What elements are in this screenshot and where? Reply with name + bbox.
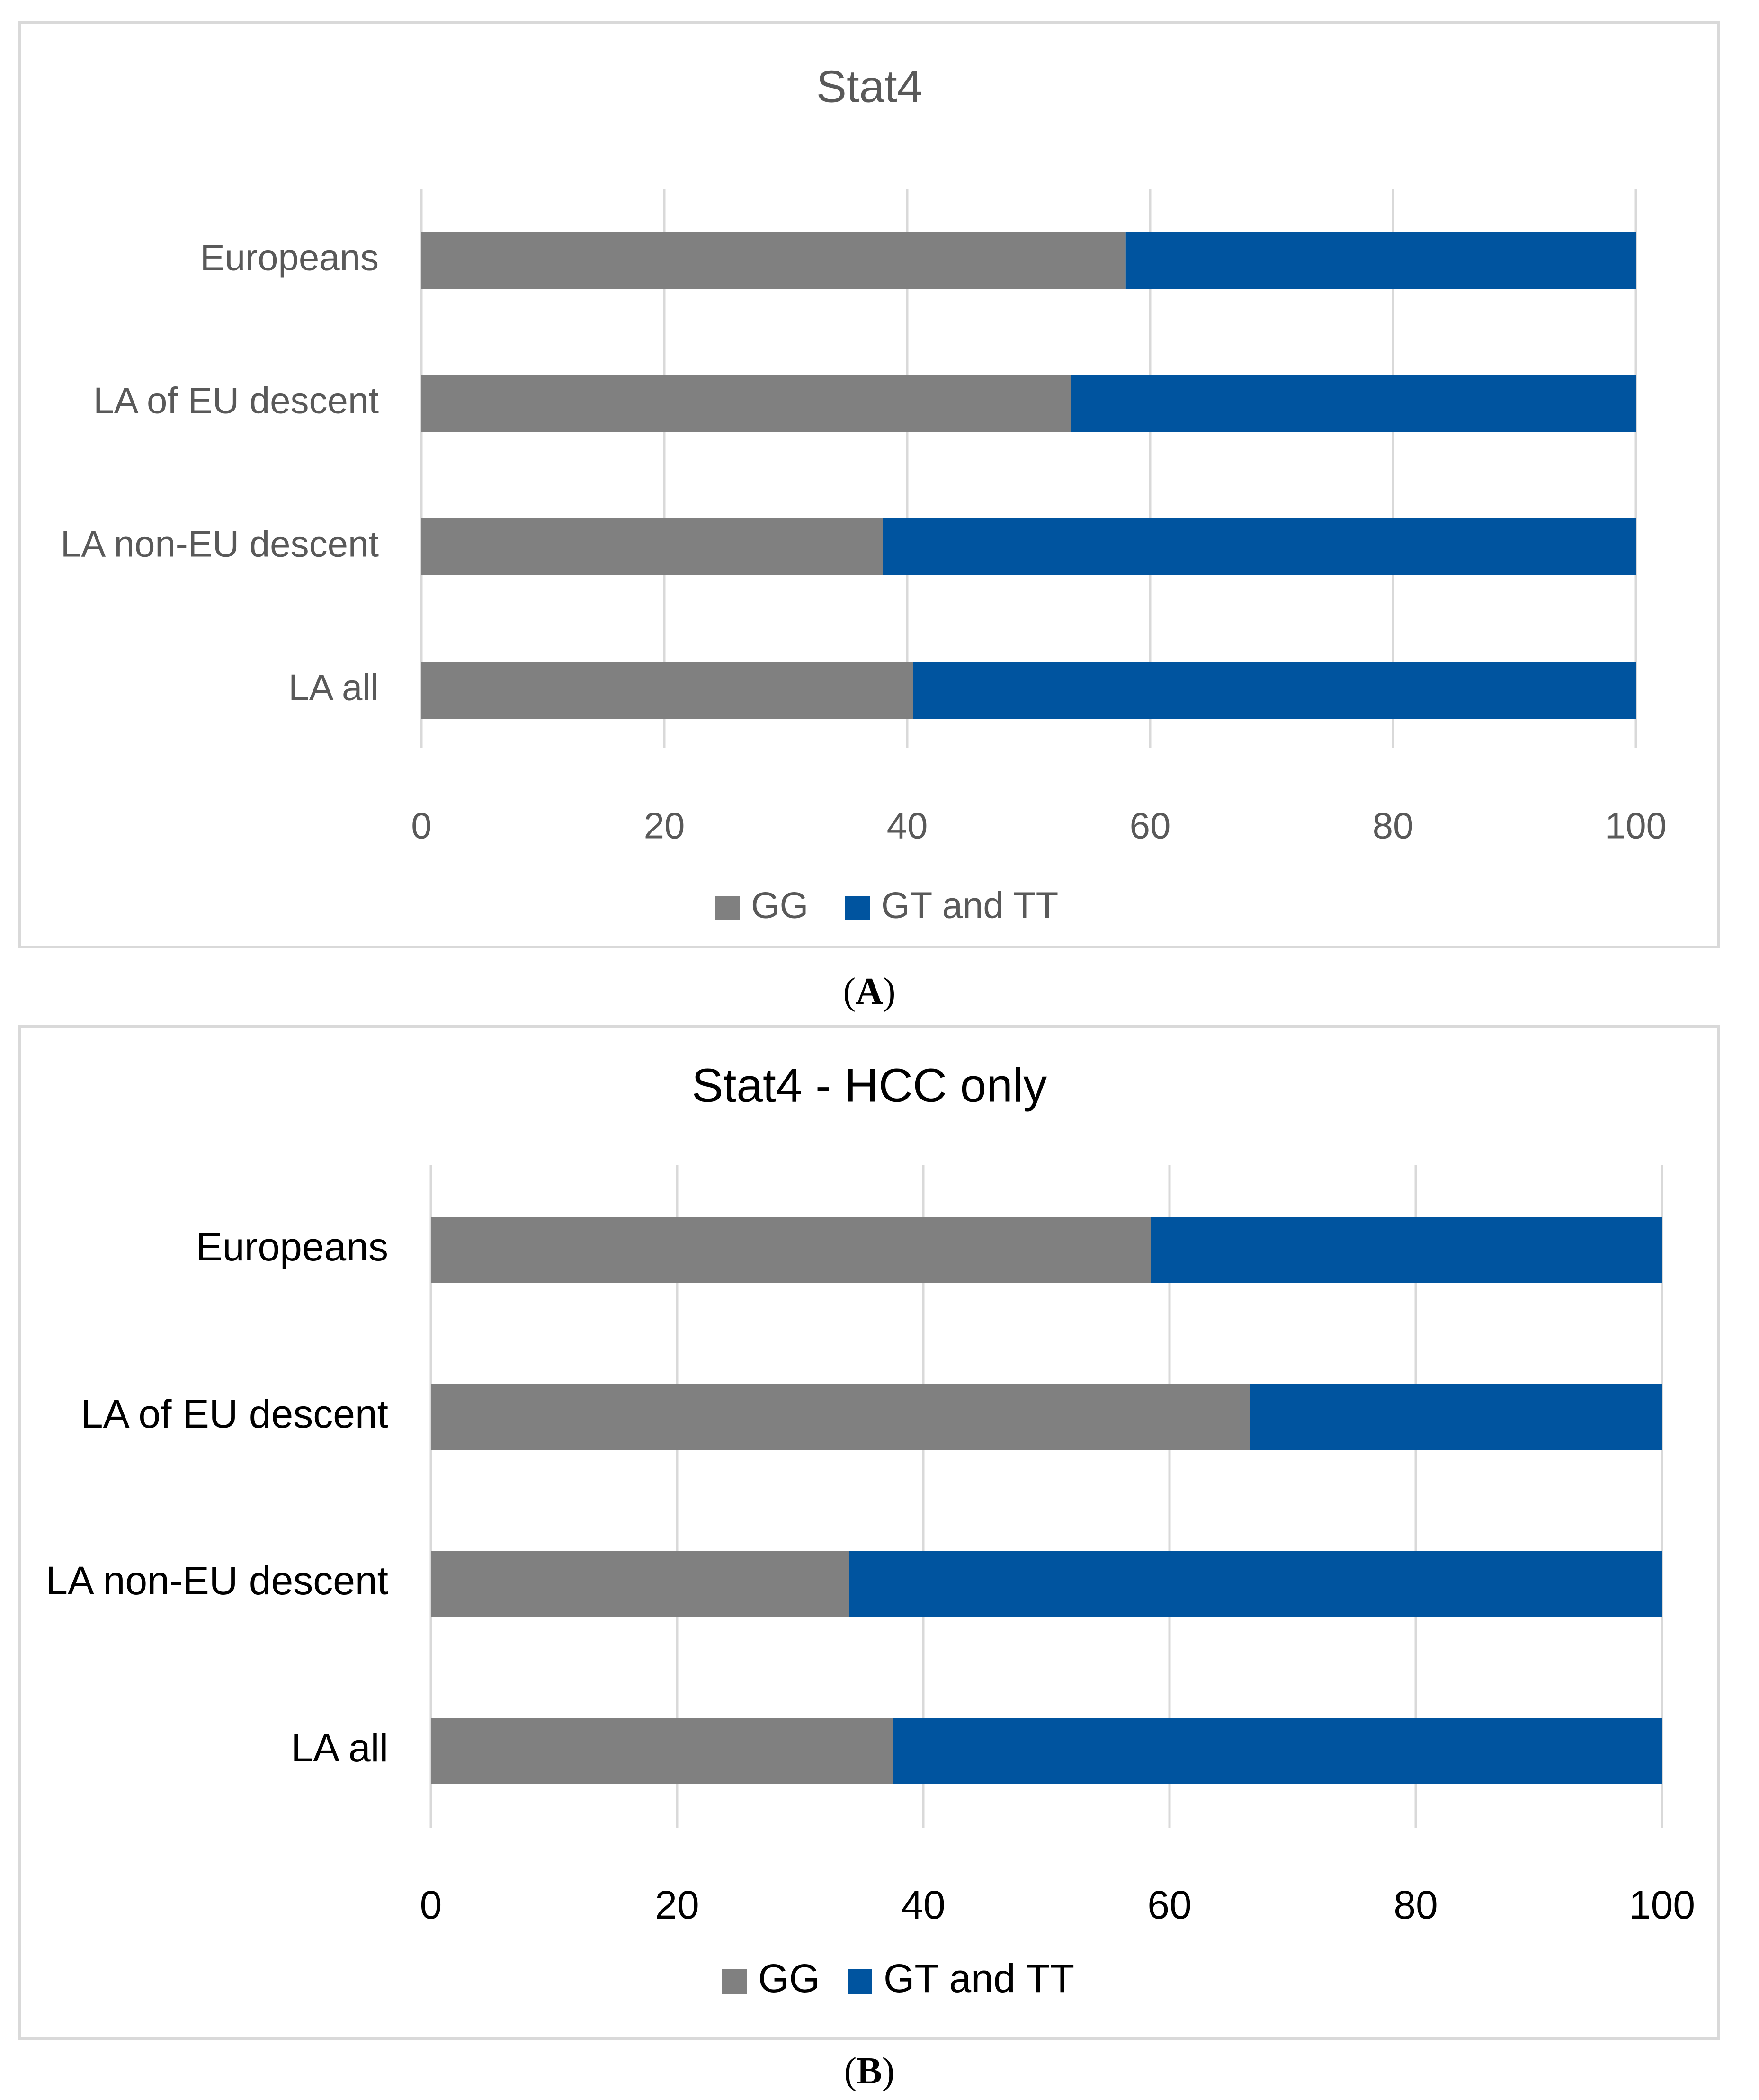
chart-title-A: Stat4 xyxy=(816,61,922,112)
x-tick-label: 40 xyxy=(887,805,928,847)
x-tick-label: 20 xyxy=(644,805,685,847)
legend-label: GT and TT xyxy=(881,885,1058,926)
bar-gg xyxy=(421,232,1126,289)
category-label: LA non-EU descent xyxy=(45,1558,388,1603)
x-tick-label: 0 xyxy=(411,805,431,847)
panel-label-B: (B) xyxy=(844,2050,895,2092)
bar-gg xyxy=(421,518,883,575)
panel-label-A: (A) xyxy=(843,971,895,1012)
legend-swatch-gt-tt xyxy=(848,1969,872,1994)
x-tick-label: 100 xyxy=(1629,1883,1695,1927)
bar-gt-tt xyxy=(849,1551,1662,1617)
legend-label: GG xyxy=(758,1956,820,2001)
x-tick-label: 0 xyxy=(420,1883,442,1927)
legend-label: GG xyxy=(751,885,808,926)
x-tick-label: 80 xyxy=(1393,1883,1438,1927)
category-label: LA all xyxy=(291,1725,389,1770)
category-label: LA of EU descent xyxy=(93,380,379,421)
bar-gg xyxy=(431,1718,893,1784)
x-tick-label: 40 xyxy=(901,1883,945,1927)
chart-frame-B xyxy=(18,1025,1720,2040)
category-label: Europeans xyxy=(200,237,379,278)
x-tick-label: 60 xyxy=(1147,1883,1191,1927)
legend-label: GT and TT xyxy=(884,1956,1074,2001)
bar-gg xyxy=(421,662,913,719)
category-label: LA of EU descent xyxy=(81,1392,388,1436)
bar-gt-tt xyxy=(883,518,1636,575)
chart-title-B: Stat4 - HCC only xyxy=(692,1059,1047,1112)
legend-swatch-gg xyxy=(722,1969,747,1994)
bar-gt-tt xyxy=(1071,375,1636,432)
bar-gg xyxy=(421,375,1071,432)
bar-gt-tt xyxy=(1250,1384,1662,1450)
bar-gg xyxy=(431,1384,1250,1450)
x-tick-label: 60 xyxy=(1130,805,1171,847)
legend-swatch-gt-tt xyxy=(845,896,870,920)
category-label: Europeans xyxy=(196,1224,388,1269)
bar-gg xyxy=(431,1551,849,1617)
bar-gt-tt xyxy=(913,662,1636,719)
x-tick-label: 80 xyxy=(1373,805,1414,847)
bar-gt-tt xyxy=(1125,232,1636,289)
chart-frame-A xyxy=(18,21,1720,948)
category-label: LA non-EU descent xyxy=(61,523,379,565)
legend-swatch-gg xyxy=(715,896,740,920)
bar-gt-tt xyxy=(1151,1217,1662,1283)
x-tick-label: 20 xyxy=(655,1883,699,1927)
bar-gg xyxy=(431,1217,1151,1283)
category-label: LA all xyxy=(288,667,379,708)
bar-gt-tt xyxy=(893,1718,1662,1784)
x-tick-label: 100 xyxy=(1605,805,1667,847)
